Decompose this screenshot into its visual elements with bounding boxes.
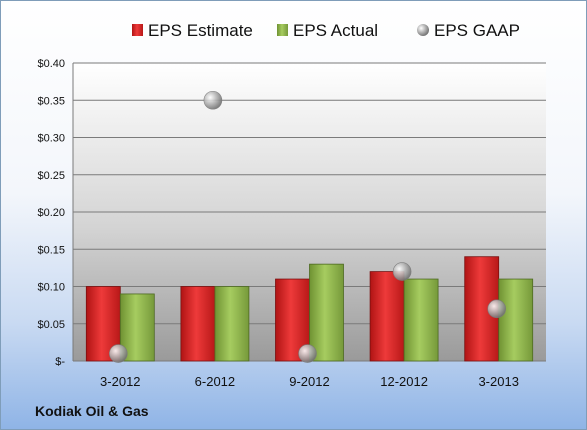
legend-label: EPS GAAP (434, 21, 520, 40)
legend-label: EPS Estimate (148, 21, 253, 40)
y-tick-label: $0.35 (37, 95, 65, 107)
bar-eps-estimate (180, 286, 216, 362)
bar-eps-actual (309, 263, 344, 362)
marker-eps-gaap (487, 299, 507, 319)
y-tick-label: $0.20 (37, 207, 65, 219)
bar-eps-actual (403, 278, 439, 362)
company-label: Kodiak Oil & Gas (35, 403, 149, 419)
marker-eps-gaap (298, 344, 317, 363)
y-tick-label: $0.40 (37, 58, 65, 70)
marker-eps-gaap (109, 344, 128, 363)
y-tick-label: $0.15 (37, 244, 65, 256)
bar-eps-estimate (369, 271, 405, 362)
marker-eps-gaap (203, 90, 223, 110)
x-tick-label: 3-2013 (478, 374, 518, 389)
x-tick-label: 3-2012 (100, 374, 140, 389)
legend-swatch-actual (277, 24, 288, 36)
x-tick-label: 6-2012 (195, 374, 235, 389)
y-tick-label: $0.30 (37, 133, 65, 145)
bar-eps-actual (214, 286, 250, 362)
x-tick-label: 9-2012 (289, 374, 329, 389)
y-tick-label: $0.05 (37, 319, 65, 331)
y-tick-label: $0.25 (37, 170, 65, 182)
x-tick-label: 12-2012 (380, 374, 428, 389)
marker-eps-gaap (392, 262, 412, 281)
y-tick-label: $- (55, 356, 65, 368)
legend-swatch-gaap (417, 24, 429, 36)
y-tick-label: $0.10 (37, 282, 65, 294)
legend-swatch-estimate (132, 24, 143, 36)
bar-eps-actual (498, 278, 534, 362)
legend-label: EPS Actual (293, 21, 378, 40)
